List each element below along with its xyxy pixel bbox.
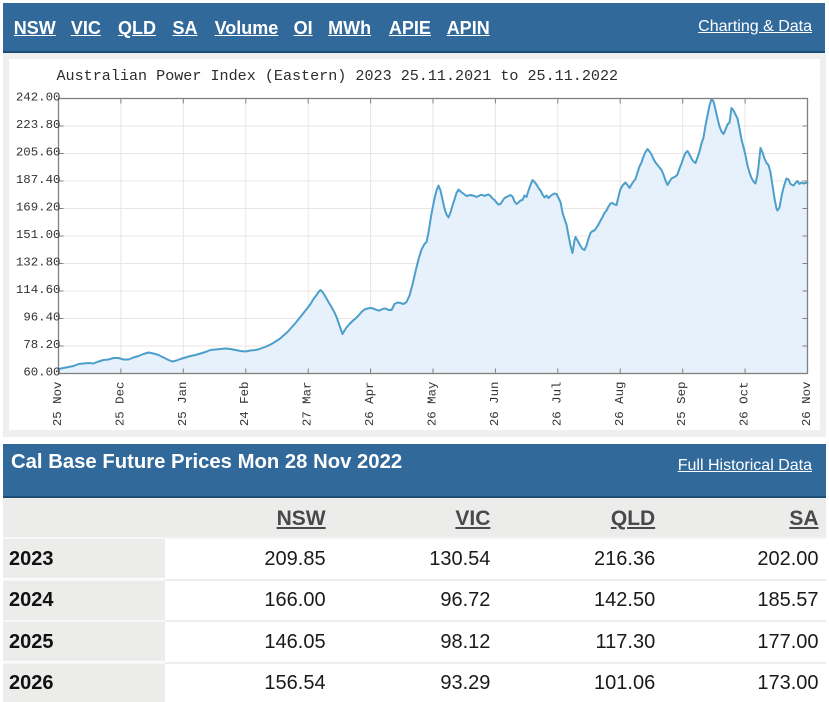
svg-text:26 Jun: 26 Jun <box>487 381 501 426</box>
svg-text:151.00: 151.00 <box>15 228 60 242</box>
svg-text:26 Apr: 26 Apr <box>363 381 377 426</box>
svg-text:205.60: 205.60 <box>15 145 60 159</box>
svg-text:24 Feb: 24 Feb <box>238 381 252 426</box>
svg-text:26 Jul: 26 Jul <box>550 381 564 426</box>
svg-text:27 Mar: 27 Mar <box>300 381 314 426</box>
svg-text:26 Oct: 26 Oct <box>737 381 751 426</box>
svg-text:Australian Power Index (Easter: Australian Power Index (Eastern) 2023 25… <box>56 67 618 85</box>
svg-text:25 Nov: 25 Nov <box>51 380 65 425</box>
svg-text:96.40: 96.40 <box>23 310 60 324</box>
svg-text:78.20: 78.20 <box>23 338 60 352</box>
svg-text:132.80: 132.80 <box>15 255 60 269</box>
svg-text:187.40: 187.40 <box>15 173 60 187</box>
svg-text:25 Jan: 25 Jan <box>175 381 189 426</box>
svg-text:60.00: 60.00 <box>23 365 60 379</box>
svg-text:26 May: 26 May <box>425 380 439 425</box>
svg-text:242.00: 242.00 <box>15 90 60 104</box>
svg-text:25 Sep: 25 Sep <box>675 381 689 426</box>
svg-text:25 Dec: 25 Dec <box>113 381 127 426</box>
svg-text:26 Aug: 26 Aug <box>612 381 626 426</box>
svg-text:26 Nov: 26 Nov <box>800 380 814 425</box>
svg-text:114.60: 114.60 <box>15 283 60 297</box>
svg-text:169.20: 169.20 <box>15 200 60 214</box>
svg-text:223.80: 223.80 <box>15 118 60 132</box>
